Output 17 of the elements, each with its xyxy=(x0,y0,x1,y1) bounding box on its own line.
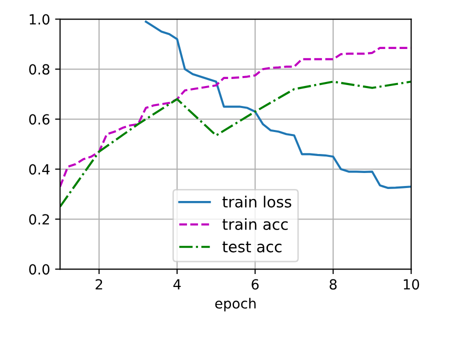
x-tick-label: 6 xyxy=(252,279,259,290)
y-tick-label: 0.8 xyxy=(29,64,50,75)
line-series xyxy=(60,80,412,208)
y-tick-label: 0.6 xyxy=(29,114,50,125)
y-tick-label: 0.0 xyxy=(29,264,50,275)
line-series xyxy=(144,20,412,189)
x-tick-label: 2 xyxy=(96,279,102,290)
y-tick-label: 0.2 xyxy=(29,214,49,225)
x-axis-title: epoch xyxy=(215,298,256,312)
x-tick-label: 8 xyxy=(330,279,337,290)
x-tick-label: 10 xyxy=(404,279,420,290)
legend-label: train loss xyxy=(222,196,292,208)
legend-label: test acc xyxy=(222,242,282,252)
x-tick-label: 4 xyxy=(173,279,181,290)
y-tick-label: 1.0 xyxy=(30,14,50,25)
y-tick-label: 0.4 xyxy=(29,164,50,175)
legend-label: train acc xyxy=(222,218,288,230)
